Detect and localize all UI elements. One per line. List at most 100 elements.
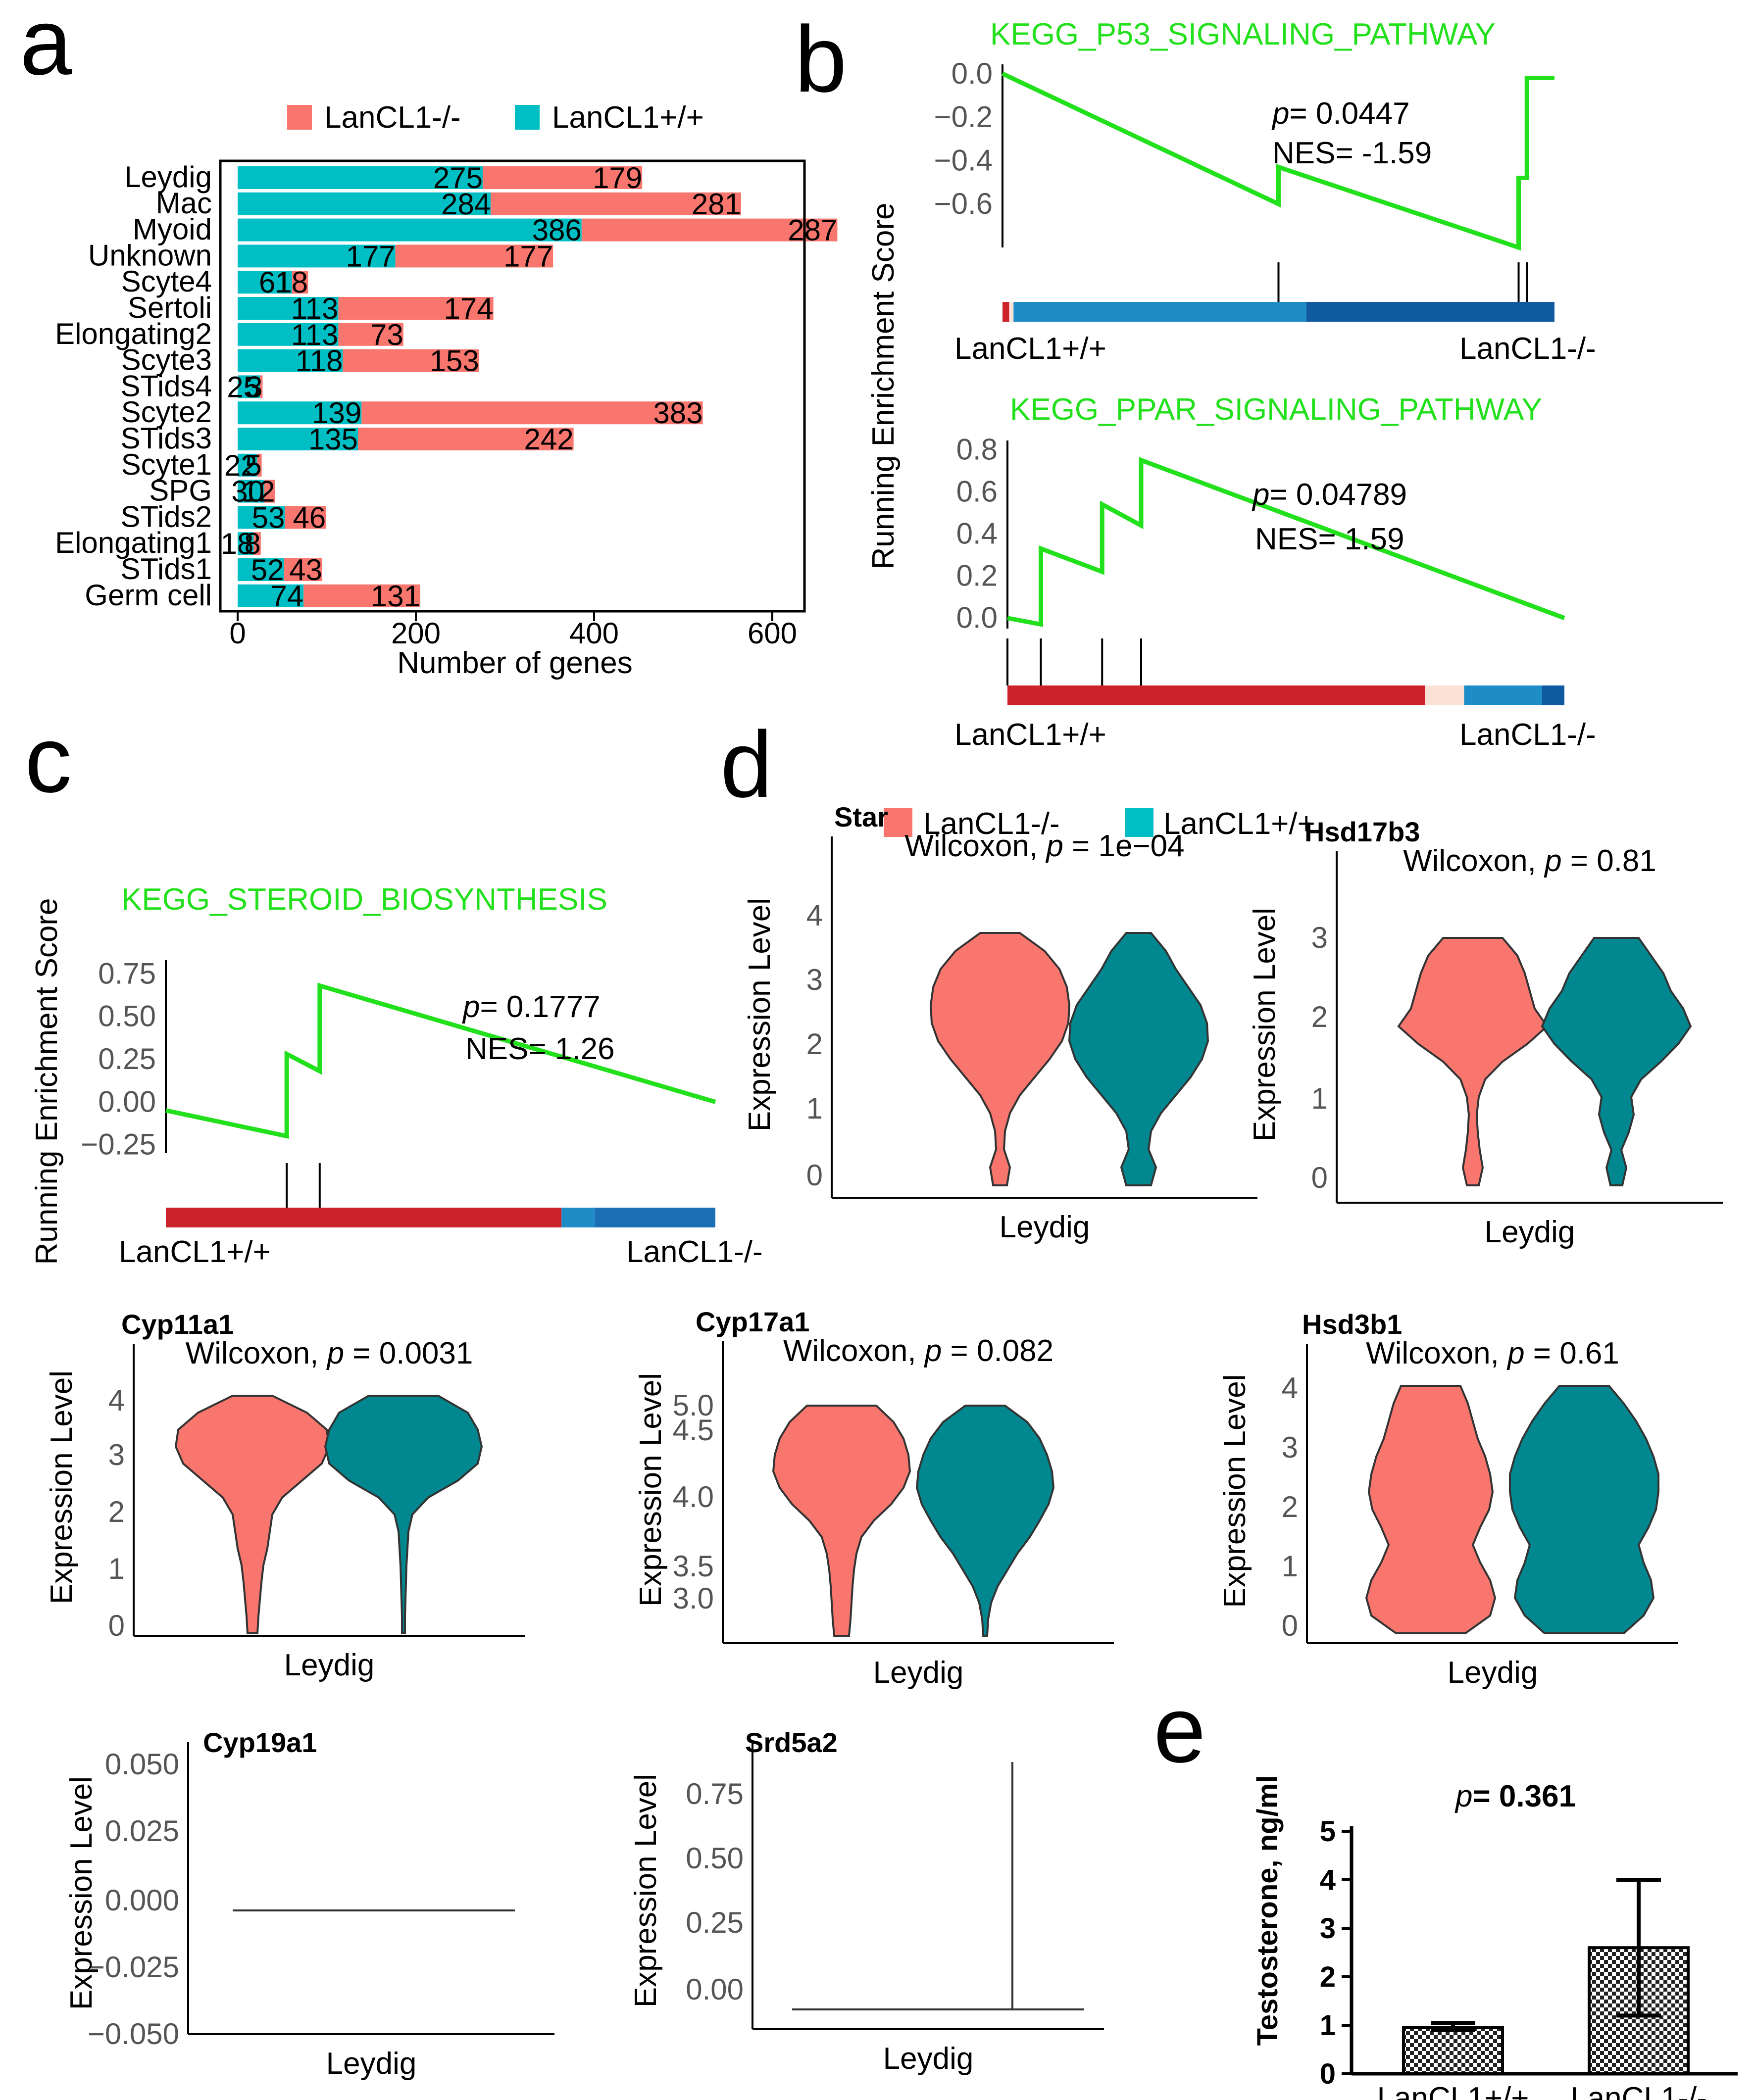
bar-ko-12 [264, 480, 275, 503]
violin-y-tick-5-1: 0.025 [105, 1814, 179, 1848]
value-label-ko-9: 383 [653, 396, 702, 430]
category-label-5: Sertoli [128, 291, 212, 324]
gsea-right-label-steroid: LanCL1-/- [626, 1235, 763, 1269]
gsea-rank-bar-2-1 [1425, 685, 1464, 705]
violin-stat-3: Wilcoxon, p = 0.082 [783, 1334, 1053, 1368]
value-label-ko-3: 177 [503, 240, 553, 273]
violin-y-tick-5-4: −0.050 [88, 2017, 179, 2051]
gsea-y-axis-title-b: Running Enrichment Score [866, 203, 901, 570]
value-label-wt-1: 284 [441, 188, 491, 221]
violin-y-tick-5-0: 0.050 [105, 1748, 179, 1781]
violin-ko-0 [929, 932, 1071, 1186]
bar-ko-11 [257, 453, 262, 477]
violin-legend-label-ko: LanCL1-/- [923, 807, 1060, 841]
gsea-p-value-ppar: p= 0.04789 [1252, 478, 1407, 512]
violin-wt-1 [1541, 937, 1692, 1186]
value-label-ko-5: 174 [444, 292, 493, 325]
violin-y-title-5: Expression Level [64, 1776, 99, 2010]
violin-y-tick-0-4: 4 [806, 899, 823, 932]
gsea-y-tick-2-4: 0.0 [956, 601, 998, 635]
category-label-2: Myoid [133, 213, 212, 246]
bar-ko-15 [284, 558, 322, 581]
violin-y-tick-3-3: 4.5 [673, 1414, 714, 1447]
e-y-tick-label-5: 5 [1320, 1815, 1336, 1848]
x-tick-label-a-2: 400 [569, 617, 619, 650]
violin-legend-swatch-ko [884, 808, 912, 837]
violin-gene-name-4: Hsd3b1 [1302, 1309, 1402, 1340]
violin-y-tick-5-3: −0.025 [88, 1951, 179, 1984]
value-label-ko-13: 46 [293, 501, 326, 534]
violin-y-tick-2-2: 2 [108, 1495, 125, 1528]
violin-y-title-4: Expression Level [1218, 1374, 1252, 1608]
category-label-6: Elongating2 [55, 317, 212, 350]
bar-wt-4 [238, 271, 292, 294]
gsea-p53-plot: KEGG_P53_SIGNALING_PATHWAY 0.0 −0.2 −0.4 −0… [934, 17, 1596, 366]
violin-legend-label-wt: LanCL1+/+ [1163, 807, 1315, 841]
plot-frame-a [219, 159, 806, 613]
bar-ko-7 [343, 349, 479, 372]
category-label-4: Scyte4 [121, 265, 212, 298]
violin-y-tick-2-1: 1 [108, 1552, 125, 1585]
bar-wt-11 [238, 453, 257, 477]
violin-y-tick-3-2: 4.0 [673, 1480, 714, 1514]
gsea-rank-bar-2-0 [1007, 685, 1425, 705]
violin-stat-0: Wilcoxon, p = 1e−04 [904, 829, 1184, 863]
e-y-tick-label-2: 2 [1320, 1961, 1336, 1993]
violin-y-tick-4-2: 2 [1282, 1490, 1298, 1523]
gsea-y-axis-title-c: Running Enrichment Score [30, 898, 64, 1265]
violin-y-tick-2-4: 4 [108, 1384, 125, 1417]
bar-wt-12 [238, 480, 264, 503]
violin-x-label-1: Leydig [1485, 1215, 1575, 1249]
e-p-value: p= 0.361 [1454, 1779, 1576, 1813]
category-label-13: STids2 [120, 500, 212, 533]
category-label-12: SPG [149, 474, 212, 507]
violin-y-title-3: Expression Level [634, 1373, 668, 1607]
gsea-y-tick-3-4: −0.25 [81, 1128, 156, 1161]
violin-x-label-5: Leydig [326, 2047, 417, 2081]
violin-y-tick-3-1: 3.5 [673, 1550, 714, 1583]
x-tick-label-a-0: 0 [229, 617, 246, 650]
bar-wt-0 [238, 166, 483, 189]
bar-wt-2 [238, 218, 582, 242]
value-label-wt-0: 275 [433, 161, 483, 195]
e-y-tick-label-1: 1 [1320, 2009, 1336, 2042]
bar-ko-1 [491, 192, 741, 215]
bar-wt-6 [238, 323, 339, 346]
gsea-rank-bar-3-1 [561, 1208, 595, 1227]
e-y-axis-title: Testosterone, ng/ml [1252, 1775, 1284, 2046]
legend-label-ko: LanCL1-/- [324, 100, 461, 135]
bar-ko-13 [285, 506, 326, 529]
bar-ko-8 [260, 375, 263, 398]
violin-y-tick-2-3: 3 [108, 1438, 125, 1471]
value-label-wt-16: 74 [270, 580, 303, 613]
violin-x-label-6: Leydig [883, 2042, 974, 2076]
gsea-steroid-plot: KEGG_STEROID_BIOSYNTHESIS 0.75 0.50 0.25 0.… [30, 882, 763, 1269]
category-label-10: STids3 [120, 422, 212, 455]
bar-wt-16 [238, 584, 304, 607]
panel-label-b: b [795, 7, 847, 112]
value-label-wt-15: 52 [251, 553, 284, 586]
category-label-0: Leydig [124, 160, 212, 194]
value-label-ko-12: 12 [242, 475, 275, 508]
panel-label-a: a [20, 0, 72, 95]
violin-x-label-2: Leydig [284, 1648, 375, 1682]
legend-label-wt: LanCL1+/+ [552, 100, 704, 135]
gsea-rank-bar-3-0 [166, 1208, 562, 1227]
bar-wt-15 [238, 558, 284, 581]
legend-swatch-ko [287, 105, 312, 130]
testosterone-bar-chart: p= 0.361 0 1 2 3 4 5 LanCL1+/+ LanCL1-/- Testos… [1252, 1775, 1738, 2100]
violin-x-label-3: Leydig [873, 1656, 964, 1690]
gsea-y-tick-1-3: −0.6 [934, 187, 993, 220]
value-label-ko-2: 287 [788, 214, 837, 247]
category-label-3: Unknown [88, 239, 212, 272]
bar-wt-3 [238, 244, 396, 268]
x-tick-label-a-3: 600 [748, 617, 797, 650]
violin-gene-name-1: Hsd17b3 [1304, 816, 1420, 847]
violin-gene-name-3: Cyp17a1 [696, 1306, 809, 1337]
gsea-right-label-p53: LanCL1-/- [1459, 332, 1596, 366]
value-label-ko-11: 5 [245, 449, 261, 482]
value-label-wt-5: 113 [291, 292, 339, 325]
violin-stat-2: Wilcoxon, p = 0.0031 [186, 1336, 473, 1370]
panel-a-bar-chart: LanCL1-/- LanCL1+/+ Leydig 275 179 Mac 284 28… [55, 100, 838, 680]
